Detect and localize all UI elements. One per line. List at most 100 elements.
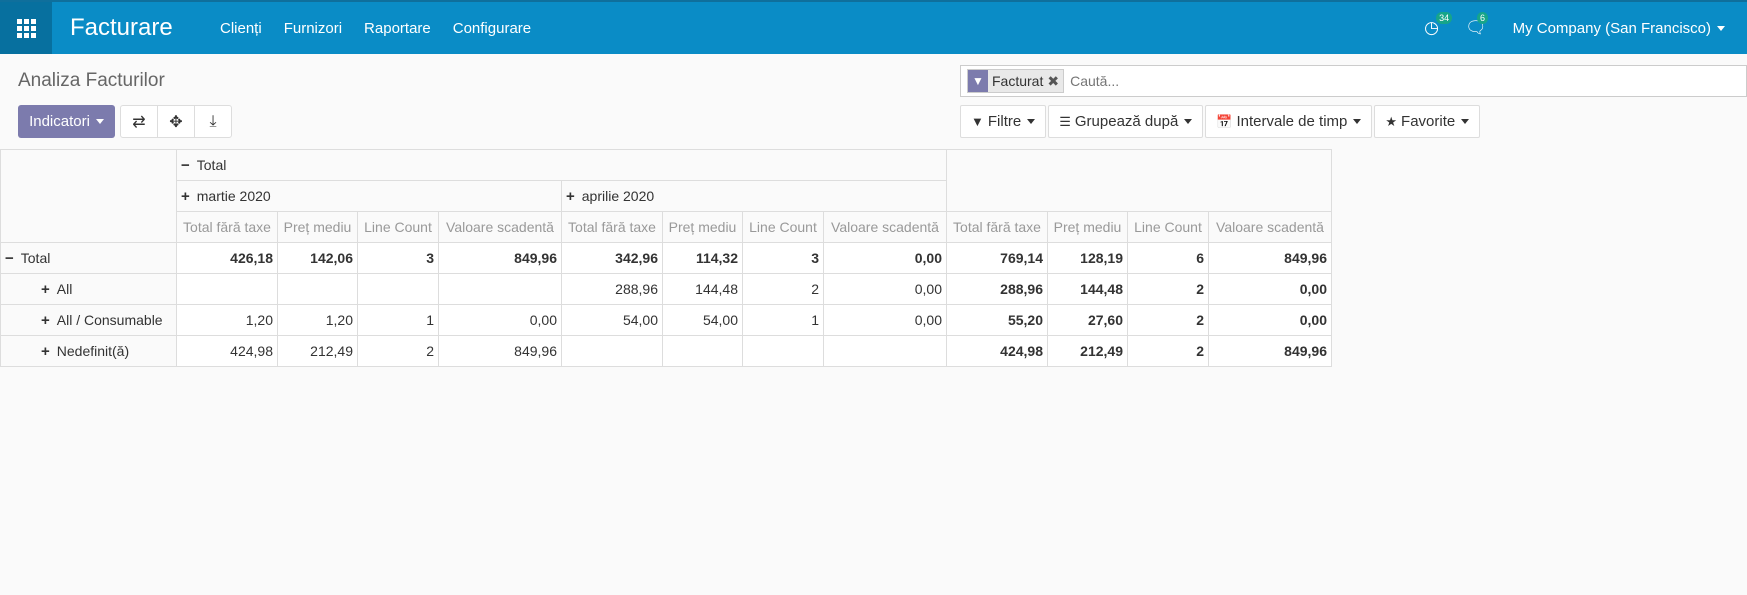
pivot-cell[interactable]: 3	[742, 242, 824, 274]
pivot-cell[interactable]: 2	[357, 335, 439, 367]
row-header-label: Total	[20, 249, 51, 266]
pivot-cell[interactable]: 1	[742, 304, 824, 336]
pivot-cell[interactable]: 2	[742, 273, 824, 305]
measure-header[interactable]: Total fără taxe	[946, 211, 1048, 243]
pivot-cell[interactable]	[742, 335, 824, 367]
pivot-cell[interactable]: 849,96	[1208, 335, 1332, 367]
expand-all-button[interactable]: ✥	[157, 105, 195, 138]
calendar-icon: 📅	[1216, 113, 1233, 129]
pivot-cell[interactable]: 0,00	[438, 304, 562, 336]
pivot-cell[interactable]	[277, 273, 358, 305]
measure-header[interactable]: Preț mediu	[1047, 211, 1128, 243]
measure-header[interactable]: Preț mediu	[277, 211, 358, 243]
pivot-cell[interactable]	[438, 273, 562, 305]
pivot-cell[interactable]	[176, 273, 278, 305]
groupby-dropdown[interactable]: ☰ Grupează după	[1048, 105, 1204, 138]
app-switcher-button[interactable]	[0, 2, 52, 54]
download-icon: ⤓	[209, 112, 217, 130]
measures-button[interactable]: Indicatori	[18, 105, 115, 138]
favorites-dropdown[interactable]: ★ Favorite	[1374, 105, 1481, 138]
clock-icon: ◷	[1424, 18, 1439, 37]
plus-icon: +	[41, 280, 50, 298]
pivot-cell[interactable]: 1,20	[176, 304, 278, 336]
pivot-cell[interactable]: 142,06	[277, 242, 358, 274]
company-switcher[interactable]: My Company (San Francisco)	[1513, 20, 1725, 37]
pivot-cell[interactable]: 144,48	[1047, 273, 1128, 305]
row-header[interactable]: − Total	[0, 242, 177, 274]
download-button[interactable]: ⤓	[194, 105, 232, 138]
bars-icon: ☰	[1059, 113, 1071, 129]
row-header[interactable]: + Nedefinit(ă)	[0, 335, 177, 367]
pivot-cell[interactable]: 27,60	[1047, 304, 1128, 336]
messaging-menu[interactable]: 🗨 6	[1465, 12, 1489, 38]
pivot-cell[interactable]: 144,48	[662, 273, 743, 305]
col-header-group[interactable]: + aprilie 2020	[561, 180, 947, 212]
pivot-cell[interactable]: 128,19	[1047, 242, 1128, 274]
pivot-cell[interactable]: 3	[357, 242, 439, 274]
pivot-actions: ⇄ ✥ ⤓	[120, 105, 232, 138]
timeranges-dropdown[interactable]: 📅 Intervale de timp	[1205, 105, 1373, 138]
pivot-cell[interactable]: 2	[1127, 335, 1209, 367]
pivot-cell[interactable]: 849,96	[438, 242, 562, 274]
measure-header[interactable]: Line Count	[357, 211, 439, 243]
filters-dropdown[interactable]: ▼ Filtre	[960, 105, 1047, 138]
menu-item-configurare[interactable]: Configurare	[452, 19, 532, 37]
pivot-cell[interactable]: 0,00	[823, 273, 947, 305]
pivot-cell[interactable]: 55,20	[946, 304, 1048, 336]
pivot-cell[interactable]: 342,96	[561, 242, 663, 274]
menu-item-clienti[interactable]: Clienți	[220, 19, 262, 37]
col-header-total[interactable]: − Total	[176, 149, 947, 181]
table-row: + Nedefinit(ă) 424,98 212,49 2 849,96 424,98 21…	[0, 335, 1332, 367]
remove-facet-icon[interactable]: ✖	[1047, 72, 1060, 89]
row-header-label: All	[56, 280, 73, 297]
pivot-cell[interactable]: 288,96	[946, 273, 1048, 305]
pivot-cell[interactable]: 0,00	[1208, 273, 1332, 305]
pivot-cell[interactable]	[561, 335, 663, 367]
menu-item-raportare[interactable]: Raportare	[364, 19, 431, 37]
measure-header[interactable]: Line Count	[742, 211, 824, 243]
pivot-cell[interactable]: 426,18	[176, 242, 278, 274]
table-row: + All 288,96 144,48 2 0,00 288,96 144,48 2 0,00	[0, 273, 1332, 305]
flip-axis-button[interactable]: ⇄	[120, 105, 158, 138]
pivot-corner	[0, 149, 177, 243]
pivot-cell[interactable]: 1,20	[277, 304, 358, 336]
caret-down-icon	[1027, 119, 1036, 124]
measure-header[interactable]: Valoare scadentă	[438, 211, 562, 243]
pivot-cell[interactable]: 769,14	[946, 242, 1048, 274]
row-header[interactable]: + All / Consumable	[0, 304, 177, 336]
measure-header[interactable]: Total fără taxe	[176, 211, 278, 243]
col-header-group[interactable]: + martie 2020	[176, 180, 562, 212]
pivot-cell[interactable]: 54,00	[662, 304, 743, 336]
measure-header[interactable]: Valoare scadentă	[823, 211, 947, 243]
pivot-cell[interactable]: 212,49	[277, 335, 358, 367]
pivot-cell[interactable]: 6	[1127, 242, 1209, 274]
pivot-cell[interactable]: 849,96	[1208, 242, 1332, 274]
row-header[interactable]: + All	[0, 273, 177, 305]
activity-menu[interactable]: ◷ 34	[1424, 12, 1453, 38]
pivot-cell[interactable]: 2	[1127, 273, 1209, 305]
pivot-cell[interactable]	[357, 273, 439, 305]
measure-header[interactable]: Total fără taxe	[561, 211, 663, 243]
pivot-cell[interactable]: 0,00	[1208, 304, 1332, 336]
pivot-cell[interactable]: 0,00	[823, 242, 947, 274]
star-icon: ★	[1385, 113, 1398, 129]
pivot-cell[interactable]: 54,00	[561, 304, 663, 336]
search-input[interactable]	[1070, 73, 1471, 89]
pivot-cell[interactable]: 1	[357, 304, 439, 336]
menu-item-furnizori[interactable]: Furnizori	[283, 19, 343, 37]
pivot-cell[interactable]	[662, 335, 743, 367]
pivot-cell[interactable]: 212,49	[1047, 335, 1128, 367]
pivot-cell[interactable]: 288,96	[561, 273, 663, 305]
pivot-cell[interactable]: 0,00	[823, 304, 947, 336]
pivot-cell[interactable]: 114,32	[662, 242, 743, 274]
measure-header[interactable]: Valoare scadentă	[1208, 211, 1332, 243]
pivot-cell[interactable]: 424,98	[176, 335, 278, 367]
pivot-cell[interactable]: 424,98	[946, 335, 1048, 367]
app-brand[interactable]: Facturare	[70, 14, 173, 41]
pivot-cell[interactable]: 849,96	[438, 335, 562, 367]
pivot-cell[interactable]	[823, 335, 947, 367]
pivot-cell[interactable]: 2	[1127, 304, 1209, 336]
caret-down-icon	[1184, 119, 1193, 124]
measure-header[interactable]: Line Count	[1127, 211, 1209, 243]
measure-header[interactable]: Preț mediu	[662, 211, 743, 243]
